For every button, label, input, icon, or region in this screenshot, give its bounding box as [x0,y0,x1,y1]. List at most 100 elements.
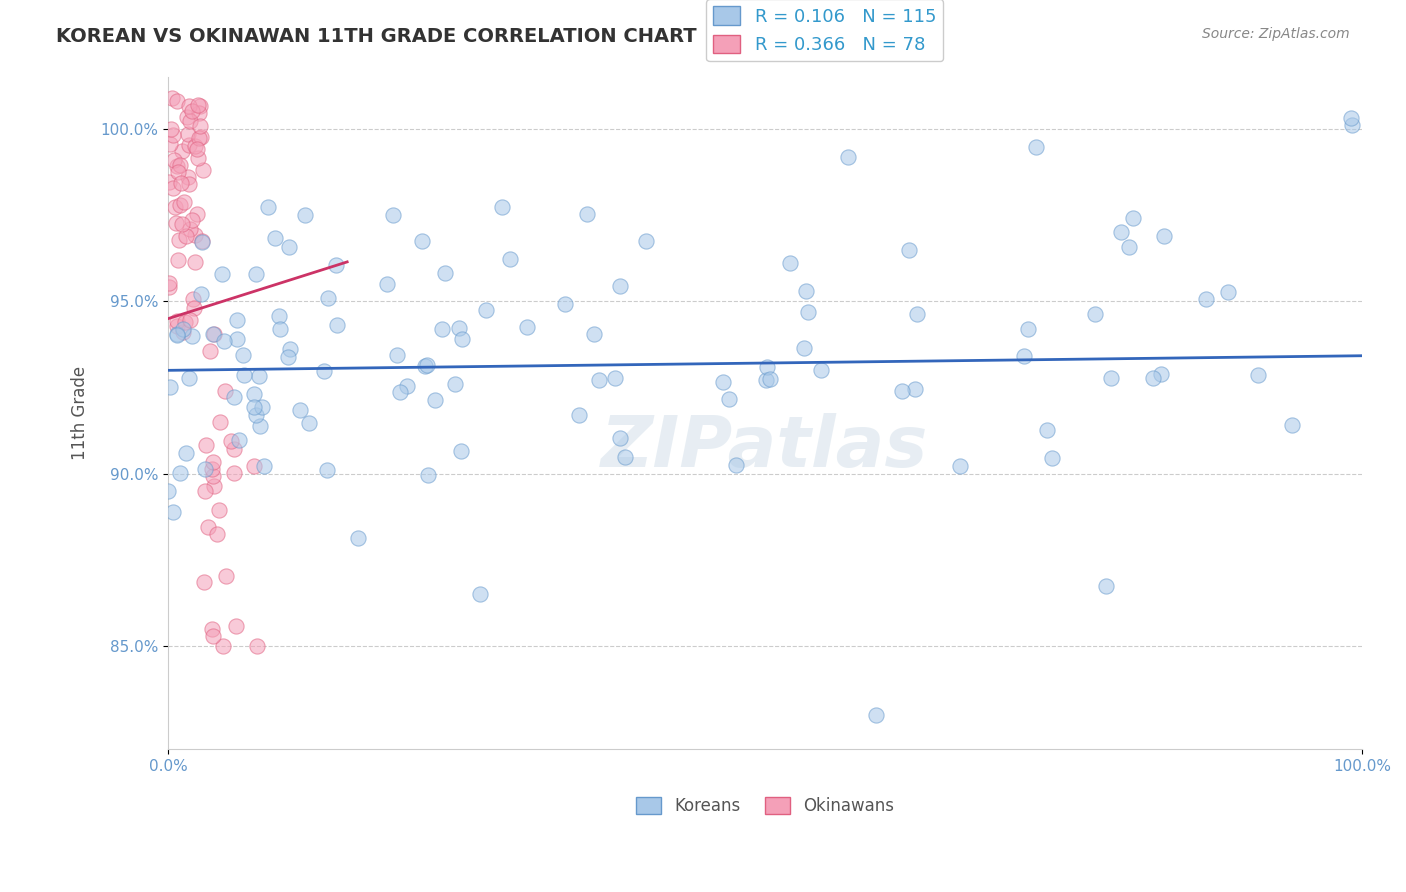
Point [385,348,408,362]
Point [169,158,191,172]
Point [253,458,276,473]
Text: KOREAN VS OKINAWAN 11TH GRADE CORRELATION CHART: KOREAN VS OKINAWAN 11TH GRADE CORRELATIO… [56,27,697,45]
Point [516,319,538,334]
Point [582,327,605,342]
Point [314,364,336,378]
Point [162,128,184,143]
Point [614,450,637,465]
Point [173,195,195,210]
Point [169,198,191,212]
Point [468,587,491,601]
Point [211,268,233,282]
Point [202,455,225,469]
Point [298,417,321,431]
Point [160,91,183,105]
Point [711,375,734,389]
Point [891,384,914,398]
Point [905,307,928,321]
Point [183,301,205,315]
Point [194,462,217,476]
Point [179,371,201,385]
Point [246,639,269,653]
Point [228,433,250,447]
Point [212,334,235,348]
Point [201,462,224,476]
Point [395,379,418,393]
Point [1153,229,1175,244]
Point [162,181,184,195]
Point [179,222,201,236]
Point [183,228,205,243]
Point [225,619,247,633]
Point [167,164,190,178]
Point [157,175,180,189]
Point [755,373,778,387]
Point [1095,579,1118,593]
Point [724,458,747,473]
Point [609,431,631,445]
Point [179,177,201,191]
Point [1340,111,1362,125]
Point [491,200,513,214]
Point [193,574,215,589]
Point [1281,418,1303,433]
Point [172,325,194,339]
Point [418,468,440,483]
Text: Source: ZipAtlas.com: Source: ZipAtlas.com [1202,27,1350,41]
Point [225,332,247,346]
Point [316,463,339,477]
Point [224,442,246,457]
Point [794,284,817,298]
Point [233,368,256,383]
Point [172,144,194,158]
Point [157,484,180,499]
Point [1149,367,1171,381]
Point [186,142,208,156]
Point [201,327,224,342]
Point [810,363,832,377]
Point [159,137,181,152]
Point [214,384,236,398]
Point [163,200,186,214]
Point [1099,371,1122,385]
Point [444,376,467,391]
Point [167,233,190,247]
Point [162,505,184,519]
Point [1017,322,1039,336]
Point [423,392,446,407]
Point [232,348,254,362]
Point [294,208,316,222]
Point [188,106,211,120]
Y-axis label: 11th Grade: 11th Grade [72,367,89,460]
Point [177,169,200,184]
Point [222,390,245,404]
Point [191,235,214,250]
Point [250,400,273,414]
Point [243,400,266,414]
Point [269,322,291,336]
Point [159,380,181,394]
Point [1012,349,1035,363]
Point [181,213,204,227]
Point [267,309,290,323]
Point [249,418,271,433]
Point [433,266,456,280]
Point [166,95,188,109]
Point [1084,307,1107,321]
Point [1118,240,1140,254]
Point [202,479,225,493]
Point [1341,118,1364,132]
Point [277,350,299,364]
Point [793,341,815,355]
Point [211,639,233,653]
Point [415,359,437,373]
Text: ZIPatlas: ZIPatlas [602,412,929,482]
Point [159,122,181,136]
Point [179,313,201,327]
Point [205,527,228,541]
Point [1025,140,1047,154]
Point [605,371,627,385]
Point [165,216,187,230]
Point [588,373,610,387]
Point [278,342,301,356]
